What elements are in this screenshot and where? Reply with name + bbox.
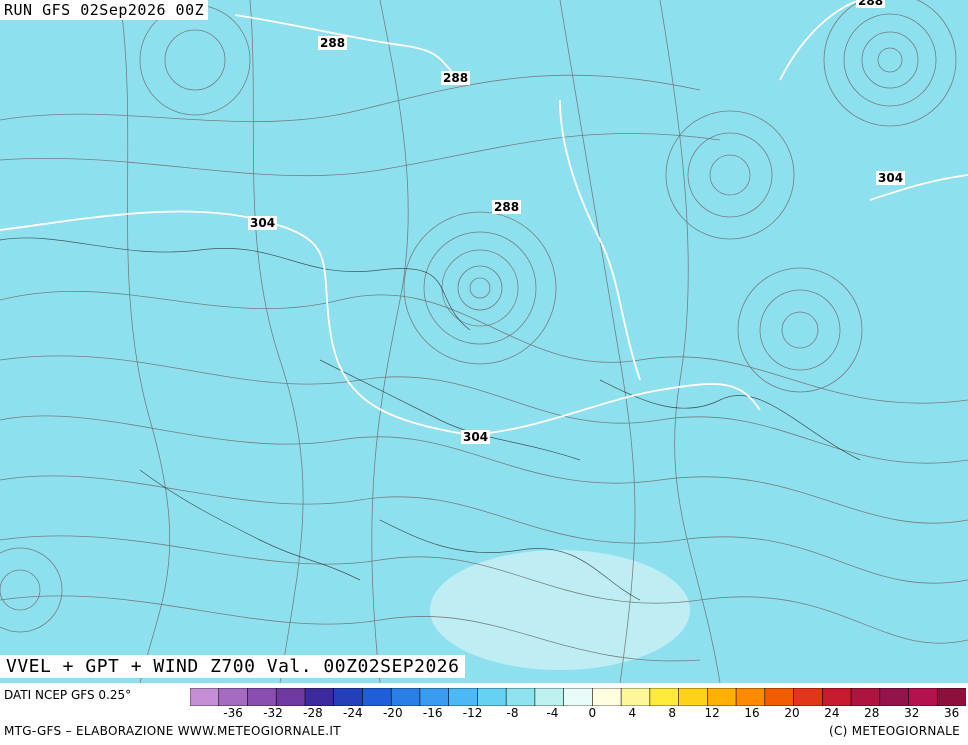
color-scale-tick-label: 32 bbox=[904, 706, 920, 720]
color-swatch bbox=[678, 688, 709, 706]
color-swatch bbox=[936, 688, 966, 706]
color-swatch bbox=[649, 688, 680, 706]
color-swatch bbox=[275, 688, 306, 706]
contour-label: 304 bbox=[248, 216, 278, 230]
color-scale-tick-label: 36 bbox=[943, 706, 960, 720]
run-label: RUN GFS 02Sep2026 00Z bbox=[0, 0, 209, 20]
color-swatch bbox=[247, 688, 278, 706]
color-swatch bbox=[908, 688, 939, 706]
color-swatch bbox=[707, 688, 737, 706]
color-swatch bbox=[735, 688, 766, 706]
color-scale-tick-label: 16 bbox=[744, 706, 760, 720]
color-swatch bbox=[362, 688, 392, 706]
contour-label: 288 bbox=[441, 71, 471, 85]
color-scale-tick-label: 8 bbox=[668, 706, 677, 720]
color-scale-ticks: -36 -32 -28 -24 -20 -16 -12 -8 -4 0 4 8 12 16 20 24 28 32… bbox=[190, 706, 966, 722]
color-swatch bbox=[333, 688, 364, 706]
color-scale-tick-label: 20 bbox=[784, 706, 800, 720]
credit-right: (C) METEOGIORNALE bbox=[828, 724, 960, 738]
color-swatch bbox=[793, 688, 824, 706]
contour-label: 304 bbox=[461, 430, 491, 444]
color-scale-tick-label: -16 bbox=[422, 706, 443, 720]
color-scale-tick-label: 12 bbox=[704, 706, 720, 720]
color-scale-tick-label: -8 bbox=[506, 706, 519, 720]
color-swatch bbox=[534, 688, 565, 706]
color-swatch bbox=[764, 688, 795, 706]
color-scale-tick-label: 28 bbox=[864, 706, 880, 720]
wind-streamlines bbox=[0, 0, 968, 683]
low-activity-region bbox=[430, 550, 690, 670]
color-swatch bbox=[620, 688, 651, 706]
color-swatch bbox=[390, 688, 421, 706]
contour-label: 288 bbox=[318, 36, 348, 50]
color-swatch bbox=[592, 688, 622, 706]
geopotential-isolines bbox=[0, 0, 968, 436]
color-scale-tick-label: -12 bbox=[462, 706, 483, 720]
color-swatch bbox=[448, 688, 479, 706]
color-scale-tick-label: -36 bbox=[223, 706, 243, 720]
color-swatch bbox=[563, 688, 594, 706]
weather-map bbox=[0, 0, 968, 683]
coastlines bbox=[0, 237, 861, 601]
color-scale-tick-label: 4 bbox=[628, 706, 637, 720]
color-scale-bar bbox=[190, 688, 966, 706]
color-swatch bbox=[879, 688, 910, 706]
color-swatch bbox=[218, 688, 249, 706]
color-scale-tick-label: -32 bbox=[263, 706, 283, 720]
color-swatch bbox=[821, 688, 852, 706]
color-scale-tick-label: -20 bbox=[382, 706, 403, 720]
color-scale-tick-label: -4 bbox=[546, 706, 559, 720]
color-swatch bbox=[505, 688, 536, 706]
color-scale-tick-label: -24 bbox=[343, 706, 363, 720]
contour-label: 288 bbox=[856, 0, 886, 8]
color-swatch bbox=[850, 688, 881, 706]
color-swatch bbox=[190, 688, 220, 706]
contour-label: 288 bbox=[492, 200, 522, 214]
color-swatch bbox=[477, 688, 507, 706]
credit-left: MTG-GFS – ELABORAZIONE WWW.METEOGIORNALE… bbox=[4, 724, 341, 738]
color-scale-tick-label: 24 bbox=[824, 706, 840, 720]
map-title: VVEL + GPT + WIND Z700 Val. 00Z02SEP2026 bbox=[0, 655, 466, 678]
color-scale-tick-label: -28 bbox=[303, 706, 323, 720]
contour-label: 304 bbox=[876, 171, 906, 185]
color-swatch bbox=[419, 688, 450, 706]
color-swatch bbox=[304, 688, 335, 706]
color-scale-tick-label: 0 bbox=[588, 706, 597, 720]
data-source-label: DATI NCEP GFS 0.25° bbox=[4, 688, 132, 702]
